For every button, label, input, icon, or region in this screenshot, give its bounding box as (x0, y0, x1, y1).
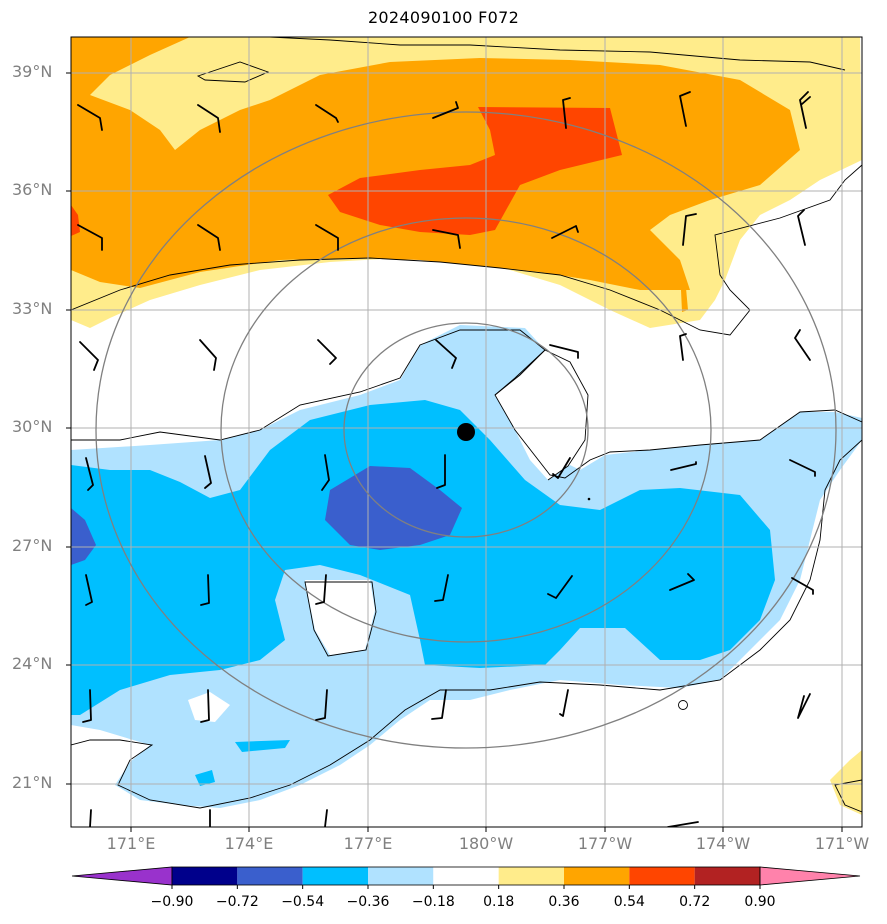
wind-barb (82, 689, 92, 723)
lat-label-33n: 33°N (12, 299, 53, 318)
shade-positive-red-edge (71, 205, 80, 236)
shade-positive-red (328, 107, 622, 235)
wind-barb (77, 104, 103, 131)
wind-barb (679, 91, 691, 127)
contour-line (196, 61, 270, 83)
wind-barb (547, 575, 573, 599)
wind-barb (434, 574, 449, 602)
wind-barb (199, 339, 217, 371)
contour-line (304, 581, 377, 657)
lat-label-30n: 30°N (12, 417, 53, 436)
wind-barb (679, 333, 687, 361)
wind-barb (797, 209, 806, 246)
wind-barb (791, 577, 814, 595)
lon-label-171e: 171°E (106, 834, 156, 853)
contour-line (834, 779, 862, 813)
wind-barb (85, 457, 94, 491)
wind-barb (669, 573, 695, 591)
contour-line (71, 329, 862, 479)
wind-barb (794, 329, 811, 361)
shade-negative-dark (325, 466, 462, 550)
wind-barb (552, 457, 571, 479)
map-field (71, 37, 862, 827)
range-rings (95, 111, 837, 749)
colorbar-label: −0.36 (346, 894, 390, 910)
wind-barb (436, 454, 446, 489)
range-ring-outer (95, 111, 837, 749)
wind-barb (799, 91, 811, 129)
colorbar-label: −0.90 (150, 894, 194, 910)
wind-barb (317, 339, 337, 365)
wind-barb (89, 809, 92, 827)
wind-barb (200, 574, 210, 606)
wind-barb (315, 574, 327, 605)
map-title: 2024090100 F072 (367, 8, 520, 27)
wind-barb (315, 689, 328, 721)
wind-barb (559, 689, 569, 717)
lon-label-174w: 174°W (695, 834, 751, 853)
wind-barb (204, 455, 212, 489)
wind-barb (315, 104, 339, 123)
colorbar-label: −0.18 (411, 894, 455, 910)
shade-positive-orange (71, 37, 800, 290)
wind-barb (85, 574, 93, 606)
shade-hole-east (495, 350, 585, 480)
wind-barb (549, 344, 579, 359)
lat-label-27n: 27°N (12, 536, 53, 555)
contour-line (678, 700, 688, 710)
wind-barb (432, 229, 461, 249)
wind-barb (431, 689, 447, 720)
lat-label-36n: 36°N (12, 180, 53, 199)
storm-center-marker (457, 423, 475, 441)
shade-positive-orange-spike (681, 288, 688, 312)
wind-barb (789, 459, 816, 477)
lat-label-39n: 39°N (12, 62, 53, 81)
wind-barb (435, 339, 457, 369)
wind-barb (77, 224, 103, 251)
lon-label-177e: 177°E (343, 834, 393, 853)
shade-negative-mid (71, 400, 775, 715)
wind-barb (432, 101, 459, 119)
wind-barb (667, 821, 699, 827)
shade-hole-south (305, 580, 375, 655)
wind-barb (587, 497, 591, 501)
colorbar-label: 0.54 (613, 894, 645, 910)
range-ring-inner (343, 322, 589, 538)
colorbar-label: −0.72 (215, 894, 259, 910)
lon-label-171w: 171°W (814, 834, 870, 853)
contour-line (269, 37, 846, 71)
colorbar-label: 0.36 (548, 894, 580, 910)
lon-label-180w: 180°W (458, 834, 514, 853)
wind-barb (551, 225, 579, 239)
wind-barb (324, 809, 328, 827)
wind-barb (562, 97, 571, 129)
lon-label-174e: 174°E (224, 834, 274, 853)
colorbar-label: 0.90 (744, 894, 776, 910)
lon-label-177w: 177°W (577, 834, 633, 853)
lat-label-21n: 21°N (12, 773, 53, 792)
colorbar-label: 0.18 (483, 894, 515, 910)
wind-barb (200, 689, 210, 723)
contour-line (494, 349, 589, 481)
grid-lines (71, 37, 862, 827)
lat-label-24n: 24°N (12, 654, 53, 673)
shade-patch-southwest (195, 770, 215, 786)
map-frame (70, 36, 863, 828)
wind-barb (797, 693, 811, 719)
shade-negative-dark-edge (71, 508, 96, 565)
wind-barb (670, 461, 697, 471)
range-ring-middle (220, 217, 712, 643)
wind-barb (197, 104, 221, 133)
wind-barb (321, 454, 330, 491)
wind-barb (682, 213, 697, 246)
shade-patch-southeast (830, 750, 862, 815)
colorbar-label: 0.72 (679, 894, 711, 910)
wind-barb (197, 224, 221, 251)
axis-ticks (66, 72, 843, 832)
wind-barbs (77, 91, 816, 827)
wind-barb (79, 341, 99, 371)
wind-barb (315, 224, 339, 251)
colorbar-label: −0.54 (281, 894, 325, 910)
